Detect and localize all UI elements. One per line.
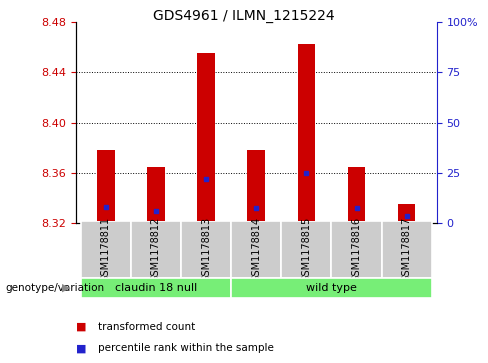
Text: ■: ■ — [76, 343, 86, 354]
Bar — [147, 167, 164, 223]
Text: GDS4961 / ILMN_1215224: GDS4961 / ILMN_1215224 — [153, 9, 335, 23]
Text: GSM1178816: GSM1178816 — [351, 217, 362, 282]
Bar — [281, 221, 331, 278]
Bar — [382, 221, 432, 278]
Bar — [247, 150, 265, 223]
Bar — [231, 221, 281, 278]
Bar — [197, 53, 215, 223]
Text: GSM1178813: GSM1178813 — [201, 217, 211, 282]
Text: ■: ■ — [76, 322, 86, 332]
Text: GSM1178812: GSM1178812 — [151, 217, 161, 282]
Text: GSM1178817: GSM1178817 — [402, 217, 412, 282]
Bar — [131, 221, 181, 278]
Bar — [97, 150, 115, 223]
Text: genotype/variation: genotype/variation — [5, 283, 104, 293]
Bar — [231, 278, 432, 298]
Text: GSM1178814: GSM1178814 — [251, 217, 261, 282]
Text: ▶: ▶ — [61, 283, 70, 293]
Bar — [398, 204, 415, 223]
Text: percentile rank within the sample: percentile rank within the sample — [98, 343, 273, 354]
Bar — [81, 221, 131, 278]
Text: GSM1178811: GSM1178811 — [101, 217, 111, 282]
Text: GSM1178815: GSM1178815 — [302, 217, 311, 282]
Bar — [348, 167, 366, 223]
Text: transformed count: transformed count — [98, 322, 195, 332]
Bar — [331, 221, 382, 278]
Bar — [181, 221, 231, 278]
Bar — [81, 278, 231, 298]
Text: claudin 18 null: claudin 18 null — [115, 283, 197, 293]
Bar — [298, 44, 315, 223]
Text: wild type: wild type — [306, 283, 357, 293]
